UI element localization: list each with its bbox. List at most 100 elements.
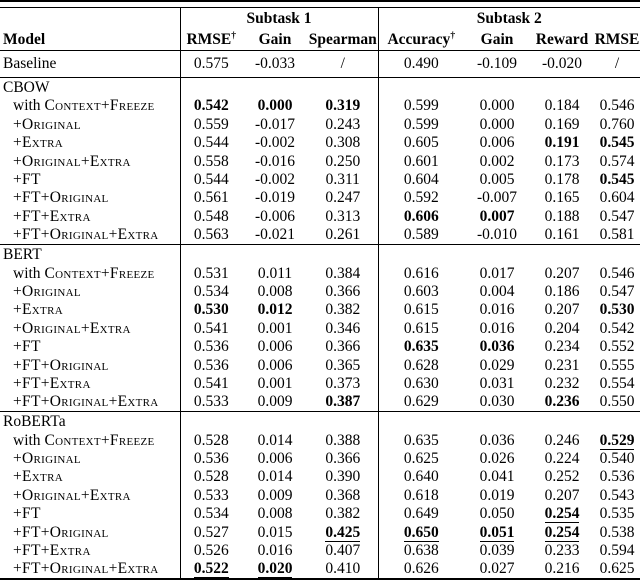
metric-value: 0.599 (403, 97, 439, 115)
value-cell: 0.031 (464, 374, 530, 392)
empty-cell (377, 244, 465, 265)
metric-value: 0.030 (479, 393, 515, 411)
metric-value: 0.530 (193, 301, 229, 319)
table-row: +FT+Original+Extra 0.522 0.020 0.410 0.626 0.… (0, 559, 640, 580)
value-cell: 0.000 (464, 97, 530, 115)
model-cell: +FT (0, 505, 180, 523)
model-label: +FT (13, 171, 41, 188)
empty-cell (242, 411, 308, 432)
metric-value: 0.581 (599, 226, 635, 244)
value-cell: 0.540 (594, 450, 640, 468)
metric-value: 0.006 (257, 338, 293, 356)
model-cell: +FT+Original (0, 523, 180, 541)
value-cell: 0.346 (308, 319, 378, 337)
value-cell: 0.601 (377, 152, 465, 171)
model-label: Context+Freeze (44, 431, 155, 449)
metric-value: 0.366 (325, 282, 361, 300)
value-cell: 0.311 (308, 171, 378, 189)
metric-value: 0.546 (599, 97, 635, 115)
metric-value: 0.009 (257, 393, 293, 411)
value-cell: 0.036 (464, 431, 530, 449)
value-cell: 0.604 (594, 189, 640, 207)
metric-value: -0.020 (541, 55, 583, 73)
value-cell: 0.388 (308, 431, 378, 449)
metric-value: 0.638 (403, 542, 439, 560)
column-header-accuracy: Accuracy† (377, 29, 465, 51)
value-cell: 0.490 (377, 50, 465, 78)
metric-value: -0.017 (254, 115, 296, 133)
metric-value: 0.547 (599, 282, 635, 300)
metric-value: 0.635 (403, 338, 439, 356)
metric-value: 0.760 (599, 115, 635, 133)
metric-value: 0.626 (403, 560, 439, 578)
section-name-cell: RoBERTa (0, 411, 180, 432)
metric-value: -0.010 (476, 226, 518, 244)
value-cell: 0.550 (594, 393, 640, 412)
table-row: +FT 0.536 0.006 0.366 0.635 0.036 0.234 0.552 (0, 337, 640, 357)
value-cell: -0.020 (530, 51, 594, 78)
metric-value: 0.649 (403, 505, 439, 523)
value-cell: 0.536 (179, 449, 242, 469)
metric-value: -0.007 (476, 189, 518, 207)
value-cell: 0.760 (594, 115, 640, 133)
value-cell: 0.233 (530, 542, 594, 560)
model-cell: +Original (0, 115, 180, 133)
metric-value: 0.169 (544, 115, 580, 133)
metric-value: 0.016 (479, 301, 515, 319)
results-table: Subtask 1 Subtask 2 Model RMSE† Gain Spe… (0, 8, 640, 581)
metric-value: 0.561 (193, 189, 229, 207)
model-label: +FT (13, 505, 41, 523)
metric-value: 0.207 (544, 301, 580, 319)
value-cell: -0.017 (242, 115, 308, 133)
value-cell: 0.016 (464, 319, 530, 337)
model-label: +FT+Original+Extra (13, 560, 159, 578)
metric-value: 0.027 (479, 560, 515, 578)
value-cell: 0.594 (594, 542, 640, 560)
metric-value: 0.015 (257, 523, 293, 541)
model-cell: +FT+Extra (0, 207, 180, 225)
value-cell: 0.535 (594, 505, 640, 523)
value-cell: 0.261 (308, 226, 378, 245)
metric-value: 0.594 (599, 542, 635, 560)
value-cell: 0.009 (242, 486, 308, 504)
metric-value: / (340, 55, 345, 73)
empty-cell (308, 77, 379, 97)
metric-value: 0.390 (325, 468, 361, 486)
value-cell: 0.382 (308, 301, 378, 319)
table-row: +FT+Extra 0.548 -0.006 0.313 0.606 0.007 0.188… (0, 207, 640, 226)
value-cell: 0.526 (179, 541, 242, 560)
metric-value: 0.261 (325, 226, 361, 244)
value-cell: 0.234 (530, 338, 594, 356)
table-row: +FT+Original 0.561 -0.019 0.247 0.592 -0.007 0… (0, 188, 640, 208)
metric-value: 0.026 (479, 450, 515, 468)
value-cell: 0.536 (179, 356, 242, 375)
value-cell: 0.387 (308, 393, 378, 412)
metric-value: 0.366 (325, 338, 361, 356)
metric-value: 0.531 (193, 264, 229, 282)
model-label: +FT+Original (13, 523, 109, 541)
table-body: Baseline 0.575 -0.033 / 0.490 -0.109 -0.020 / CB… (0, 50, 640, 580)
dagger-icon: † (231, 30, 237, 41)
column-header-model: Model (0, 29, 180, 51)
value-cell: 0.559 (179, 115, 242, 134)
value-cell: 0.547 (594, 283, 640, 301)
metric-value: 0.618 (403, 486, 439, 504)
metric-value: 0.533 (193, 393, 229, 411)
value-cell: 0.563 (179, 225, 242, 245)
value-cell: 0.006 (464, 134, 530, 152)
column-header-spearman: Spearman (308, 29, 379, 51)
value-cell: 0.019 (464, 486, 530, 504)
value-cell: 0.554 (594, 374, 640, 392)
value-cell: -0.016 (242, 152, 308, 170)
value-cell: 0.625 (594, 560, 640, 579)
value-cell: / (308, 51, 378, 78)
value-cell: 0.051 (464, 523, 530, 542)
metric-value: 0.635 (403, 431, 439, 449)
metric-value: 0.009 (257, 486, 293, 504)
section-header-row: CBOW (0, 77, 640, 97)
metric-value: 0.020 (257, 560, 293, 579)
value-cell: 0.575 (179, 50, 242, 78)
value-cell: 0.542 (594, 319, 640, 337)
metric-value: 0.548 (193, 207, 229, 225)
